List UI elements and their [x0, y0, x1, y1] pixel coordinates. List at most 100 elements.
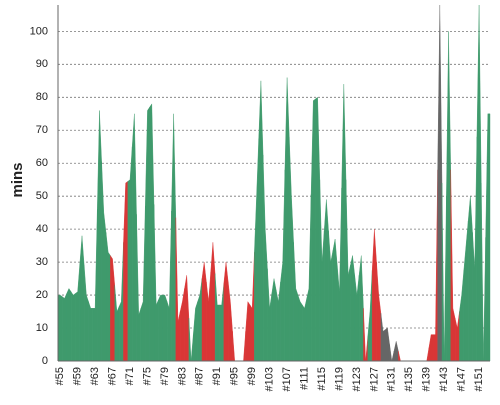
- area-segment: [385, 327, 390, 362]
- area-segment: [363, 308, 369, 362]
- x-tick-label: #87: [194, 367, 206, 385]
- x-tick-label: #103: [264, 367, 276, 391]
- area-segment: [62, 293, 67, 362]
- x-tick-label: #147: [456, 367, 468, 391]
- y-tick-label: 20: [36, 289, 48, 301]
- x-tick-label: #91: [211, 367, 223, 385]
- x-tick-label: #59: [72, 367, 84, 385]
- x-tick-label: #63: [89, 367, 101, 385]
- area-segment: [337, 187, 342, 362]
- area-segment: [271, 278, 277, 362]
- area-segment: [289, 136, 294, 362]
- area-segment: [319, 179, 325, 362]
- area-segment: [153, 204, 159, 362]
- area-segment: [367, 270, 373, 362]
- area-segment: [171, 113, 177, 362]
- y-tick-label: 40: [36, 223, 48, 235]
- x-tick-label: #83: [176, 367, 188, 385]
- area-segment: [293, 242, 299, 362]
- area-segment: [481, 182, 486, 362]
- area-segment: [249, 252, 255, 362]
- area-segment: [175, 217, 181, 362]
- x-tick-label: #139: [421, 367, 433, 391]
- area-segment: [162, 294, 168, 362]
- x-tick-label: #135: [403, 367, 415, 391]
- area-segment: [136, 214, 142, 362]
- area-segment: [315, 96, 321, 362]
- area-segment: [241, 331, 246, 362]
- x-tick-label: #123: [351, 367, 363, 391]
- area-segment: [179, 288, 185, 362]
- area-segment: [123, 180, 129, 362]
- area-segment: [450, 169, 456, 362]
- area-segment: [389, 344, 395, 362]
- area-segment: [354, 275, 360, 362]
- x-tick-label: #99: [246, 367, 258, 385]
- area-segment: [197, 278, 203, 362]
- area-segment: [166, 211, 172, 362]
- area-segment: [101, 161, 107, 362]
- area-segment: [437, 4, 443, 362]
- area-segment: [310, 98, 316, 362]
- area-segment: [79, 235, 85, 362]
- x-tick-label: #111: [298, 367, 310, 390]
- area-segment: [446, 31, 451, 362]
- area-segment: [127, 146, 133, 362]
- y-tick-label: 50: [36, 190, 48, 202]
- area-segment: [206, 271, 211, 362]
- x-tick-label: #71: [124, 367, 136, 385]
- area-segment: [358, 255, 364, 362]
- area-segment: [398, 351, 403, 362]
- area-segment: [188, 318, 194, 362]
- area-segment: [428, 334, 434, 362]
- area-segment: [105, 232, 111, 362]
- x-tick-label: #143: [438, 367, 450, 391]
- x-tick-label: #127: [368, 367, 380, 391]
- area-segment: [118, 242, 124, 362]
- x-tick-label: #75: [141, 367, 153, 385]
- area-segment: [201, 262, 207, 362]
- x-tick-label: #67: [106, 367, 118, 385]
- area-segment: [345, 179, 351, 362]
- y-tick-label: 80: [36, 91, 48, 103]
- area-segment: [467, 196, 473, 362]
- area-segment: [472, 136, 478, 362]
- area-segment: [245, 301, 251, 362]
- area-segment: [66, 288, 72, 362]
- area-segment: [149, 103, 155, 362]
- area-segment: [350, 255, 355, 362]
- y-axis-label: mins: [9, 162, 26, 197]
- area-segment: [275, 281, 281, 362]
- area-segment: [328, 230, 334, 362]
- area-segment: [70, 291, 76, 362]
- area-segment: [214, 273, 220, 362]
- area-segment: [114, 285, 120, 362]
- area-segment: [371, 229, 377, 362]
- area-segment: [393, 341, 399, 362]
- area-segment: [184, 275, 190, 362]
- area-segment: [441, 182, 447, 362]
- area-segment: [145, 106, 150, 362]
- area-segment: [88, 301, 94, 362]
- area-segment: [463, 220, 469, 362]
- area-segment: [341, 84, 347, 362]
- y-tick-label: 90: [36, 58, 48, 70]
- y-tick-label: 10: [36, 322, 48, 334]
- area-segment: [433, 169, 438, 362]
- area-segment: [280, 169, 286, 362]
- y-tick-label: 70: [36, 124, 48, 136]
- area-segment: [232, 331, 237, 362]
- area-segment: [193, 301, 198, 362]
- area-segment: [297, 295, 303, 362]
- area-segment: [210, 242, 216, 362]
- y-tick-label: 0: [42, 355, 48, 367]
- area-segment: [267, 268, 273, 362]
- area-segment: [57, 294, 63, 362]
- x-tick-label: #115: [316, 367, 328, 391]
- area-segment: [306, 194, 312, 362]
- area-segment: [254, 138, 259, 362]
- y-tick-label: 100: [30, 25, 48, 37]
- x-tick-label: #131: [386, 367, 398, 391]
